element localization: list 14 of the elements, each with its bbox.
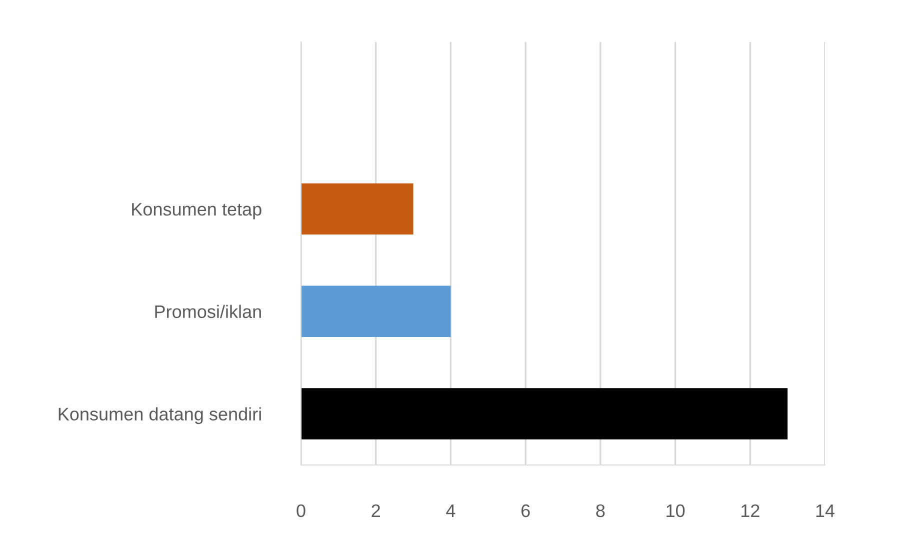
bar: [301, 183, 414, 235]
x-tick-label: 6: [521, 504, 530, 518]
bar: [301, 286, 451, 337]
x-tick-label: 10: [666, 504, 685, 518]
y-tick-label: Promosi/iklan: [155, 304, 261, 318]
x-tick-label: 4: [446, 504, 456, 517]
x-tick-label: 8: [596, 504, 605, 518]
y-tick-label: Konsumen tetap: [132, 203, 262, 220]
x-tick-label: 14: [816, 504, 835, 517]
bar: [301, 388, 788, 440]
x-tick-label: 2: [372, 504, 380, 517]
y-tick-label: Konsumen datang sendiri: [58, 407, 261, 424]
x-tick-label: 0: [296, 504, 306, 518]
x-tick-label: 12: [741, 504, 760, 517]
